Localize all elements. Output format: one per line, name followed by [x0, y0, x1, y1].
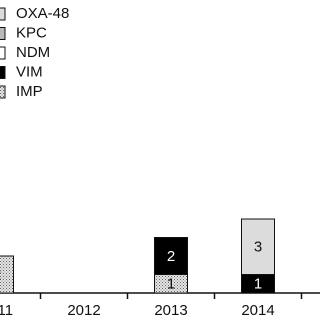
legend-label: IMP: [16, 83, 43, 100]
legend-label: NDM: [16, 44, 50, 61]
data-label: 1: [254, 276, 262, 293]
bar-segment: [0, 255, 14, 294]
legend-swatch: [0, 46, 6, 60]
x-tick-label: 2013: [154, 302, 187, 319]
bar-segment: [241, 218, 275, 275]
legend-swatch: [0, 27, 6, 40]
data-label: 1: [167, 276, 175, 293]
data-label: 2: [0, 266, 1, 283]
x-tick-label: 2014: [241, 302, 274, 319]
bar-segment: [154, 237, 188, 275]
x-tick-label: 2011: [0, 302, 13, 319]
x-tick-label: 2012: [67, 302, 100, 319]
legend-label: KPC: [16, 24, 47, 41]
legend-swatch: [0, 7, 6, 21]
legend-label: OXA-48: [16, 5, 69, 22]
data-label: 3: [254, 239, 262, 256]
data-label: 2: [167, 248, 175, 265]
legend-label: VIM: [16, 63, 43, 80]
legend-swatch: [0, 85, 6, 99]
legend-swatch: [0, 66, 6, 79]
